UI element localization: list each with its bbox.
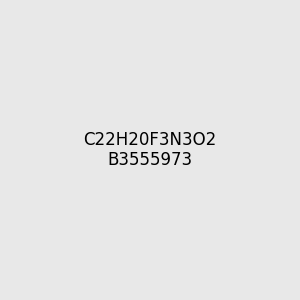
Text: C22H20F3N3O2
B3555973: C22H20F3N3O2 B3555973 (83, 130, 217, 170)
